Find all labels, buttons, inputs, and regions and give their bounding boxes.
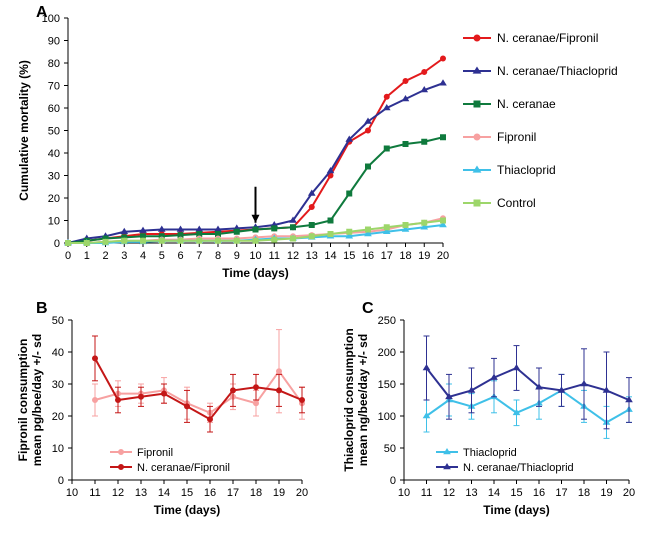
svg-text:7: 7	[196, 250, 202, 262]
svg-text:17: 17	[381, 250, 393, 262]
svg-text:9: 9	[234, 250, 240, 262]
svg-text:13: 13	[306, 250, 318, 262]
panel-b-label: B	[36, 300, 48, 318]
svg-text:50: 50	[384, 443, 396, 455]
panel-a-label: A	[36, 4, 48, 22]
svg-text:11: 11	[421, 487, 432, 499]
figure: A 01234567891011121314151617181920010203…	[0, 0, 652, 548]
svg-text:11: 11	[269, 250, 280, 262]
svg-text:16: 16	[204, 487, 216, 499]
svg-text:10: 10	[398, 487, 410, 499]
svg-text:19: 19	[418, 250, 430, 262]
svg-text:60: 60	[48, 103, 60, 115]
panel-a: A 01234567891011121314151617181920010203…	[0, 0, 652, 288]
svg-text:250: 250	[378, 315, 396, 327]
svg-text:40: 40	[52, 347, 64, 359]
svg-text:14: 14	[158, 487, 170, 499]
svg-text:150: 150	[378, 379, 396, 391]
legend-label: Control	[497, 196, 536, 210]
svg-text:20: 20	[48, 193, 60, 205]
svg-text:14: 14	[488, 487, 500, 499]
svg-text:18: 18	[578, 487, 590, 499]
legend-label: N. ceranae/Thiacloprid	[463, 462, 574, 474]
svg-text:10: 10	[66, 487, 78, 499]
svg-text:100: 100	[378, 411, 396, 423]
panel-c-svg: 1011121314151617181920050100150200250Tim…	[326, 300, 652, 540]
svg-text:17: 17	[555, 487, 567, 499]
svg-text:13: 13	[465, 487, 477, 499]
svg-text:20: 20	[623, 487, 635, 499]
svg-text:20: 20	[296, 487, 308, 499]
svg-text:15: 15	[510, 487, 522, 499]
legend-label: N. ceranae/Thiacloprid	[497, 64, 618, 78]
svg-text:70: 70	[48, 81, 60, 93]
svg-text:1: 1	[84, 250, 90, 262]
svg-text:Time (days): Time (days)	[154, 503, 220, 517]
panel-a-svg: 0123456789101112131415161718192001020304…	[0, 0, 652, 288]
svg-text:15: 15	[343, 250, 355, 262]
svg-text:17: 17	[227, 487, 239, 499]
panel-c-label: C	[362, 300, 374, 318]
legend-label: Thiacloprid	[497, 163, 556, 177]
svg-text:Thiacloprid consumptionmean ng: Thiacloprid consumptionmean ng/bee/day +…	[342, 328, 370, 471]
legend-label: Fipronil	[497, 130, 536, 144]
svg-text:10: 10	[249, 250, 261, 262]
svg-text:30: 30	[52, 379, 64, 391]
panel-c: C 1011121314151617181920050100150200250T…	[326, 300, 652, 540]
svg-text:50: 50	[52, 315, 64, 327]
svg-text:12: 12	[287, 250, 299, 262]
svg-text:6: 6	[177, 250, 183, 262]
svg-text:10: 10	[48, 216, 60, 228]
svg-text:3: 3	[121, 250, 127, 262]
svg-text:16: 16	[533, 487, 545, 499]
svg-text:14: 14	[324, 250, 336, 262]
svg-text:Cumulative mortality (%): Cumulative mortality (%)	[17, 60, 31, 201]
svg-text:Time (days): Time (days)	[483, 503, 549, 517]
svg-text:11: 11	[89, 487, 100, 499]
svg-text:0: 0	[390, 475, 396, 487]
svg-text:18: 18	[250, 487, 262, 499]
svg-text:15: 15	[181, 487, 193, 499]
svg-text:19: 19	[273, 487, 285, 499]
panel-b: B 101112131415161718192001020304050Time …	[0, 300, 326, 540]
svg-text:18: 18	[399, 250, 411, 262]
svg-text:0: 0	[54, 238, 60, 250]
svg-text:0: 0	[65, 250, 71, 262]
svg-text:Time (days): Time (days)	[222, 266, 288, 280]
svg-text:90: 90	[48, 36, 60, 48]
svg-text:19: 19	[600, 487, 612, 499]
legend-label: Thiacloprid	[463, 447, 517, 459]
svg-text:10: 10	[52, 443, 64, 455]
legend-label: N. ceranae/Fipronil	[137, 462, 230, 474]
svg-text:200: 200	[378, 347, 396, 359]
legend-label: Fipronil	[137, 447, 173, 459]
svg-text:40: 40	[48, 148, 60, 160]
svg-text:30: 30	[48, 171, 60, 183]
svg-text:20: 20	[52, 411, 64, 423]
svg-text:16: 16	[362, 250, 374, 262]
svg-text:12: 12	[112, 487, 124, 499]
svg-text:80: 80	[48, 58, 60, 70]
legend-label: N. ceranae	[497, 97, 556, 111]
svg-text:8: 8	[215, 250, 221, 262]
svg-text:50: 50	[48, 126, 60, 138]
svg-text:0: 0	[58, 475, 64, 487]
svg-text:5: 5	[159, 250, 165, 262]
svg-text:13: 13	[135, 487, 147, 499]
svg-text:4: 4	[140, 250, 146, 262]
svg-text:20: 20	[437, 250, 449, 262]
svg-text:2: 2	[102, 250, 108, 262]
svg-text:12: 12	[443, 487, 455, 499]
legend-label: N. ceranae/Fipronil	[497, 31, 598, 45]
panel-b-svg: 101112131415161718192001020304050Time (d…	[0, 300, 326, 540]
svg-text:Fipronil consumptionmean pg/be: Fipronil consumptionmean pg/bee/day +/- …	[16, 334, 44, 466]
